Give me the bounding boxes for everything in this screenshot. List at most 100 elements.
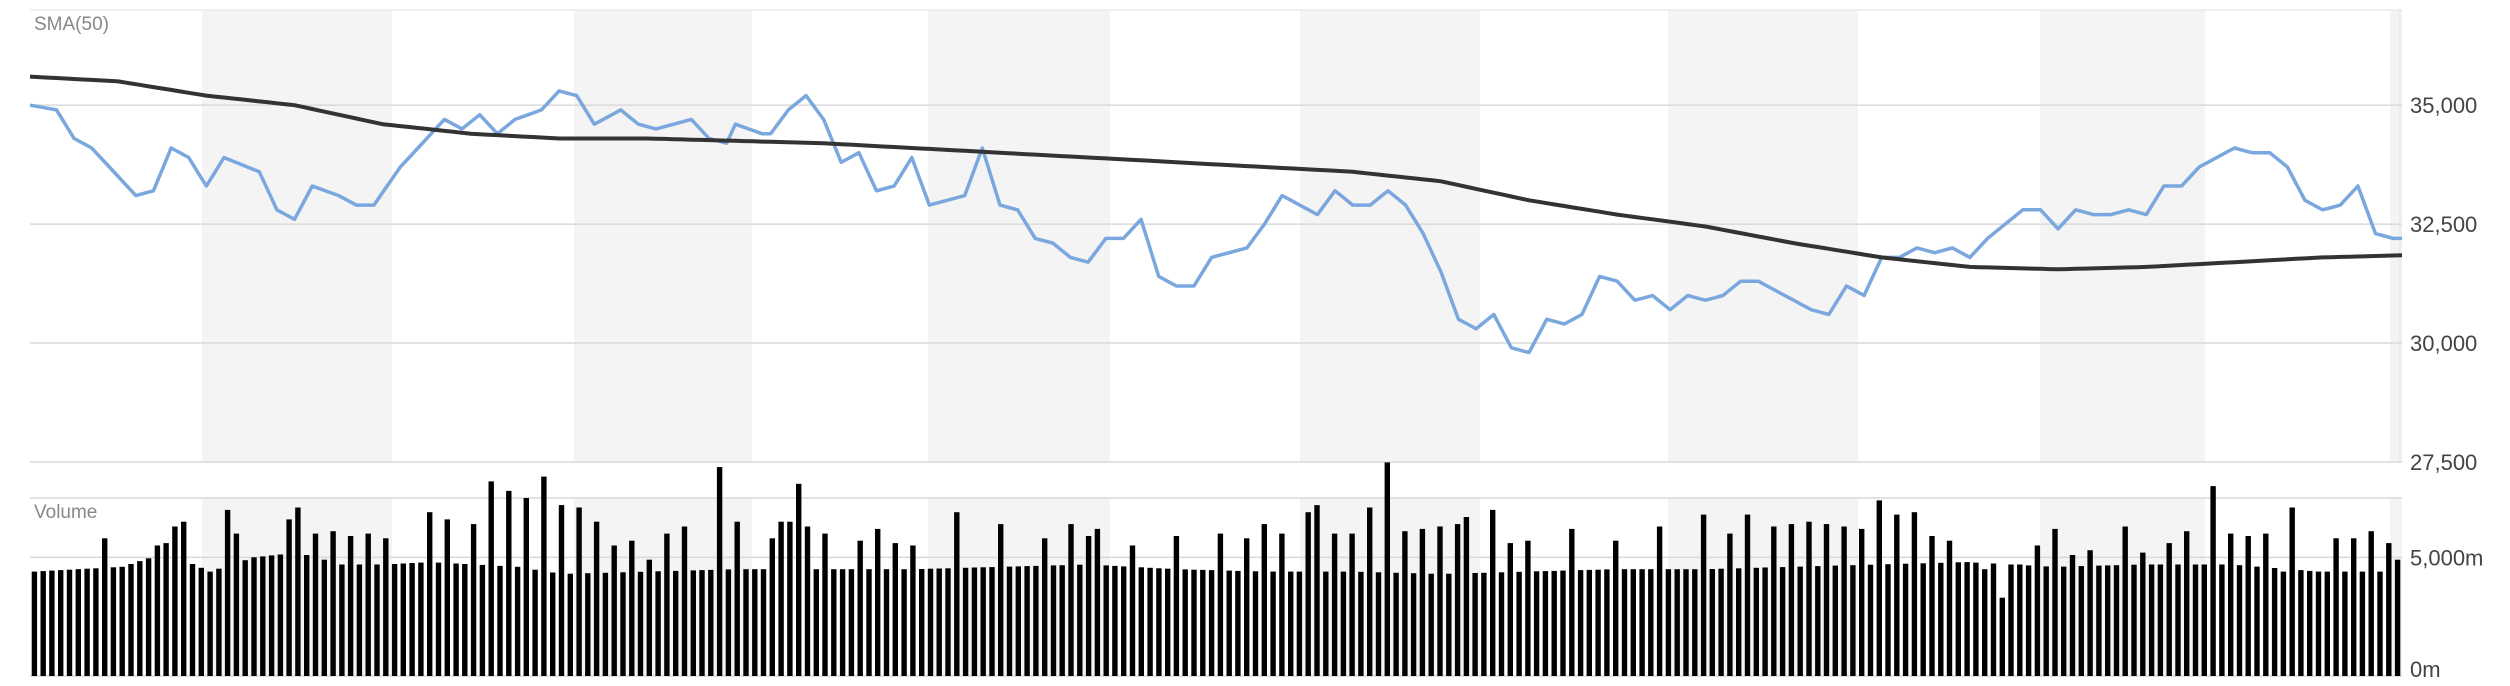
volume-bar bbox=[418, 562, 424, 676]
volume-bar bbox=[1252, 571, 1259, 676]
volume-bar bbox=[1288, 571, 1294, 676]
volume-bar bbox=[181, 521, 187, 676]
volume-bar bbox=[716, 467, 723, 676]
volume-bar bbox=[128, 564, 134, 676]
volume-bar bbox=[216, 568, 222, 676]
volume-bar bbox=[760, 569, 767, 676]
volume-bar bbox=[2368, 531, 2374, 676]
volume-bar bbox=[883, 569, 890, 676]
volume-bar bbox=[1551, 570, 1557, 676]
volume-bar bbox=[462, 564, 468, 676]
volume-bar bbox=[1797, 566, 1803, 676]
volume-bar bbox=[585, 573, 591, 676]
volume-bar bbox=[1050, 565, 1057, 676]
volume-bar bbox=[1446, 573, 1452, 676]
volume-bar bbox=[1938, 562, 1944, 676]
volume-bar bbox=[304, 555, 310, 676]
volume-bar bbox=[137, 561, 143, 676]
volume-bar bbox=[1261, 524, 1267, 676]
volume-bar bbox=[242, 560, 248, 676]
volume-bar bbox=[1806, 521, 1812, 676]
volume-bar bbox=[277, 554, 284, 676]
volume-bar bbox=[1138, 567, 1144, 676]
volume-bar bbox=[268, 555, 275, 676]
volume-bar bbox=[2061, 566, 2067, 676]
volume-bar bbox=[1779, 567, 1786, 676]
volume-bar bbox=[2271, 568, 2278, 676]
price-lines bbox=[29, 74, 2403, 355]
volume-bar bbox=[1902, 563, 1909, 676]
volume-bar bbox=[347, 536, 354, 676]
volume-bar bbox=[1428, 573, 1434, 676]
volume-bar bbox=[1024, 566, 1030, 676]
volume-bar bbox=[1033, 565, 1039, 676]
volume-bar bbox=[2131, 564, 2137, 676]
band-price-0 bbox=[202, 10, 392, 462]
volume-bar bbox=[84, 568, 90, 676]
volume-bar bbox=[1006, 566, 1013, 676]
volume-bar bbox=[848, 569, 855, 676]
volume-bar bbox=[681, 526, 688, 676]
volume-bar bbox=[1604, 569, 1610, 676]
volume-bar bbox=[1147, 567, 1153, 676]
volume-bar bbox=[1226, 570, 1232, 676]
volume-bar bbox=[1340, 571, 1347, 676]
volume-bar bbox=[1533, 571, 1540, 676]
volume-bar bbox=[2342, 571, 2348, 676]
volume-bar bbox=[1331, 533, 1338, 676]
volume-bar bbox=[233, 533, 240, 676]
volume-bar bbox=[1595, 569, 1601, 676]
volume-bar bbox=[2333, 538, 2339, 676]
volume-bar bbox=[919, 569, 925, 676]
volume-bar bbox=[1841, 526, 1847, 676]
volume-bar bbox=[1235, 570, 1241, 676]
volume-bar bbox=[1762, 567, 1768, 676]
volume-bar bbox=[1560, 570, 1566, 676]
y-axis-ticks: 27,500 30,000 32,500 35,000 0m 5,000m bbox=[2410, 93, 2483, 682]
volume-bar bbox=[1771, 526, 1777, 676]
volume-bar bbox=[998, 524, 1004, 676]
volume-bar bbox=[339, 564, 345, 676]
band-volume-1 bbox=[574, 498, 752, 676]
volume-bar bbox=[1270, 571, 1276, 676]
volume-bar bbox=[778, 521, 784, 676]
volume-bar bbox=[1867, 564, 1874, 676]
volume-bar bbox=[1876, 500, 1882, 676]
volume-bar bbox=[1103, 565, 1109, 676]
volume-bar bbox=[2157, 564, 2164, 676]
volume-bar bbox=[286, 519, 292, 676]
volume-bar bbox=[66, 569, 73, 676]
volume-bar bbox=[1507, 543, 1513, 676]
volume-bar bbox=[391, 564, 398, 676]
volume-bar bbox=[1481, 572, 1487, 676]
volume-bar bbox=[2280, 571, 2287, 676]
volume-bar bbox=[224, 509, 231, 676]
volume-bar bbox=[2017, 564, 2023, 676]
volume-bar bbox=[787, 521, 793, 676]
volume-bar bbox=[1920, 563, 1926, 676]
volume-bar bbox=[752, 569, 758, 676]
volume-bar bbox=[1586, 569, 1592, 676]
volume-bar bbox=[189, 564, 196, 676]
volume-bar bbox=[58, 570, 64, 676]
volume-bar bbox=[2228, 533, 2234, 676]
volume-bar bbox=[1982, 569, 1988, 676]
volume-bar bbox=[1692, 569, 1698, 676]
volume-bar bbox=[813, 569, 819, 676]
volume-bar bbox=[470, 524, 477, 676]
volume-bar bbox=[295, 507, 301, 676]
volume-bar bbox=[1402, 531, 1408, 676]
volume-bar bbox=[2236, 565, 2243, 676]
volume-bar bbox=[2263, 533, 2269, 676]
volume-bar bbox=[409, 563, 415, 676]
volume-bar bbox=[523, 498, 529, 676]
volume-bar bbox=[690, 570, 696, 676]
volume-bar bbox=[1850, 565, 1856, 676]
volume-bar bbox=[260, 556, 266, 676]
volume-bar bbox=[383, 538, 389, 676]
volume-bar bbox=[567, 573, 573, 676]
volume-bar bbox=[2377, 571, 2383, 676]
volume-bar bbox=[1964, 562, 1970, 676]
volume-bar bbox=[453, 563, 459, 676]
